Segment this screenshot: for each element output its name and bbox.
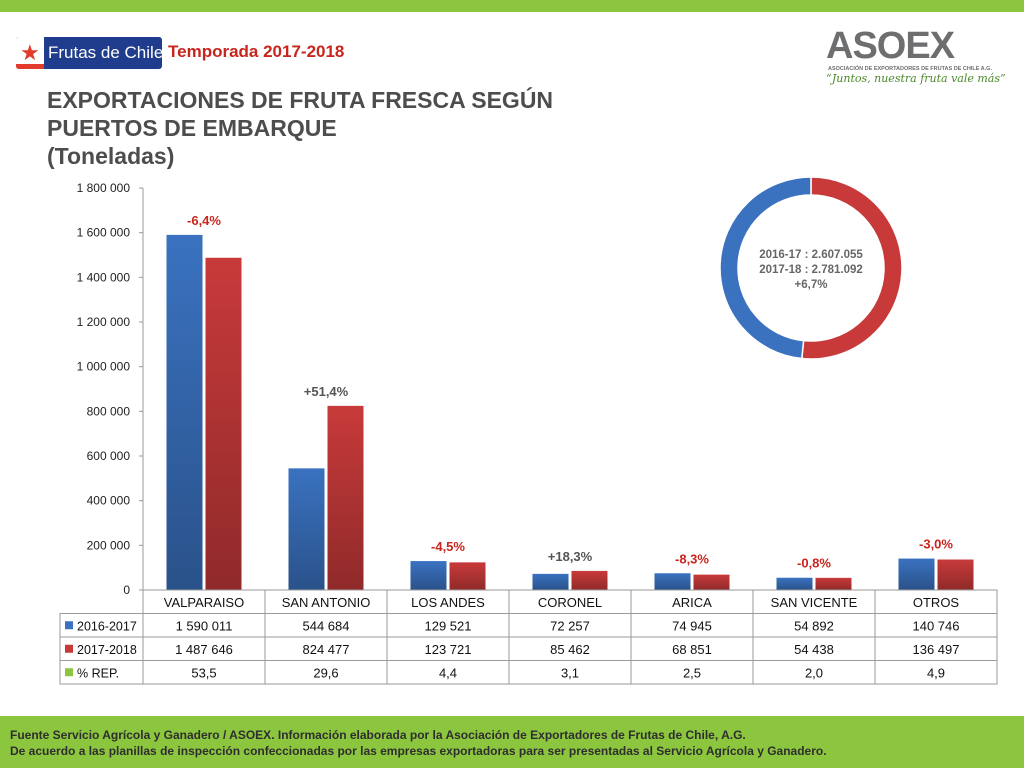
x-category-label: OTROS [913,595,960,610]
y-tick-label: 1 200 000 [77,315,131,329]
asoex-logo: ASOEX ASOCIACIÓN DE EXPORTADORES DE FRUT… [826,25,1006,88]
x-category-label: SAN VICENTE [771,595,858,610]
table-cell: 3,1 [561,665,579,680]
legend-label: 2016-2017 [77,619,137,633]
bar-2017-2018-valparaiso [205,257,242,590]
change-annotation: +51,4% [304,384,349,399]
table-cell: 54 892 [794,618,834,633]
donut-center-text: 2017-18 : 2.781.092 [759,264,863,276]
legend-label: 2017-2018 [77,643,137,657]
star-icon: ★ [20,40,40,65]
frutas-de-chile-logo: ★ Frutas de Chile [16,37,162,69]
table-cell: 68 851 [672,642,712,657]
legend-swatch [65,668,73,677]
x-category-label: SAN ANTONIO [282,595,371,610]
table-cell: 1 590 011 [176,618,233,633]
season-label: Temporada 2017-2018 [168,42,345,61]
bar-2016-2017-arica [654,573,691,590]
change-annotation: +18,3% [548,549,593,564]
table-cell: 4,9 [927,665,945,680]
table-cell: 544 684 [303,618,350,633]
x-category-label: VALPARAISO [164,595,244,610]
table-cell: 140 746 [913,618,960,633]
footer: Fuente Servicio Agrícola y Ganadero / AS… [0,716,1024,768]
title-line-2: PUERTOS DE EMBARQUE [47,115,337,141]
change-annotation: -4,5% [431,539,465,554]
donut-center-text: 2016-17 : 2.607.055 [759,249,863,261]
change-annotation: -8,3% [675,551,709,566]
bar-2016-2017-los-andes [410,561,447,590]
table-cell: 74 945 [672,618,712,633]
bar-2017-2018-san-vicente [815,577,852,590]
bar-2017-2018-coronel [571,570,608,590]
title-line-1: EXPORTACIONES DE FRUTA FRESCA SEGÚN [47,87,554,113]
logo-text: Frutas de Chile [48,43,162,62]
bar-2016-2017-san-vicente [776,577,813,590]
bar-2017-2018-arica [693,574,730,590]
bar-2017-2018-san-antonio [327,405,364,590]
y-tick-label: 400 000 [87,494,131,508]
page-title: EXPORTACIONES DE FRUTA FRESCA SEGÚN PUER… [47,86,667,170]
legend-swatch [65,621,73,630]
table-cell: 824 477 [303,642,350,657]
logo-flag-stripe [16,64,44,69]
y-tick-label: 1 600 000 [77,226,131,240]
top-accent-bar [0,0,1024,12]
table-cell: 136 497 [913,642,960,657]
donut-chart: 2016-17 : 2.607.055 2017-18 : 2.781.092 +6… [719,176,903,360]
footer-note-line: De acuerdo a las planillas de inspección… [10,744,827,758]
legend-label: % REP. [77,666,119,680]
change-annotation: -6,4% [187,213,221,228]
y-tick-label: 600 000 [87,449,131,463]
bar-chart: 0 200 000 400 000 600 000 800 000 1 000 000 1 … [59,181,998,685]
title-line-3: (Toneladas) [47,143,175,169]
asoex-association: ASOCIACIÓN DE EXPORTADORES DE FRUTAS DE … [828,66,992,72]
y-tick-label: 200 000 [87,538,131,552]
asoex-brand: ASOEX [826,25,955,67]
bar-2016-2017-otros [898,558,935,590]
x-category-label: ARICA [672,595,712,610]
change-annotation: -0,8% [797,556,831,571]
y-tick-label: 1 800 000 [77,181,131,195]
y-tick-label: 1 000 000 [77,360,131,374]
asoex-slogan: “Juntos, nuestra fruta vale más” [826,72,1006,85]
y-tick-label: 1 400 000 [77,270,131,284]
bar-2017-2018-los-andes [449,562,486,590]
bar-2016-2017-valparaiso [166,234,203,591]
y-tick-label: 0 [123,583,130,597]
table-cell: 29,6 [313,665,338,680]
change-annotation: -3,0% [919,537,953,552]
table-cell: 4,4 [439,665,457,680]
table-cell: 1 487 646 [175,642,233,657]
bar-2016-2017-san-antonio [288,468,325,590]
legend-swatch [65,644,73,653]
table-cell: 85 462 [550,642,590,657]
table-cell: 2,5 [683,665,701,680]
x-category-label: LOS ANDES [411,595,485,610]
table-cell: 2,0 [805,665,823,680]
table-cell: 72 257 [550,618,590,633]
x-category-label: CORONEL [538,595,602,610]
bar-2017-2018-otros [937,559,974,590]
donut-slice-2016-17 [719,176,812,360]
donut-center-text: +6,7% [795,279,828,291]
bar-2016-2017-coronel [532,573,569,590]
table-cell: 53,5 [191,665,216,680]
table-cell: 123 721 [425,642,472,657]
y-tick-label: 800 000 [87,404,131,418]
table-cell: 54 438 [794,642,834,657]
footer-source-line: Fuente Servicio Agrícola y Ganadero / AS… [10,728,746,742]
table-cell: 129 521 [425,618,472,633]
logo-flag-block: ★ [16,37,44,69]
